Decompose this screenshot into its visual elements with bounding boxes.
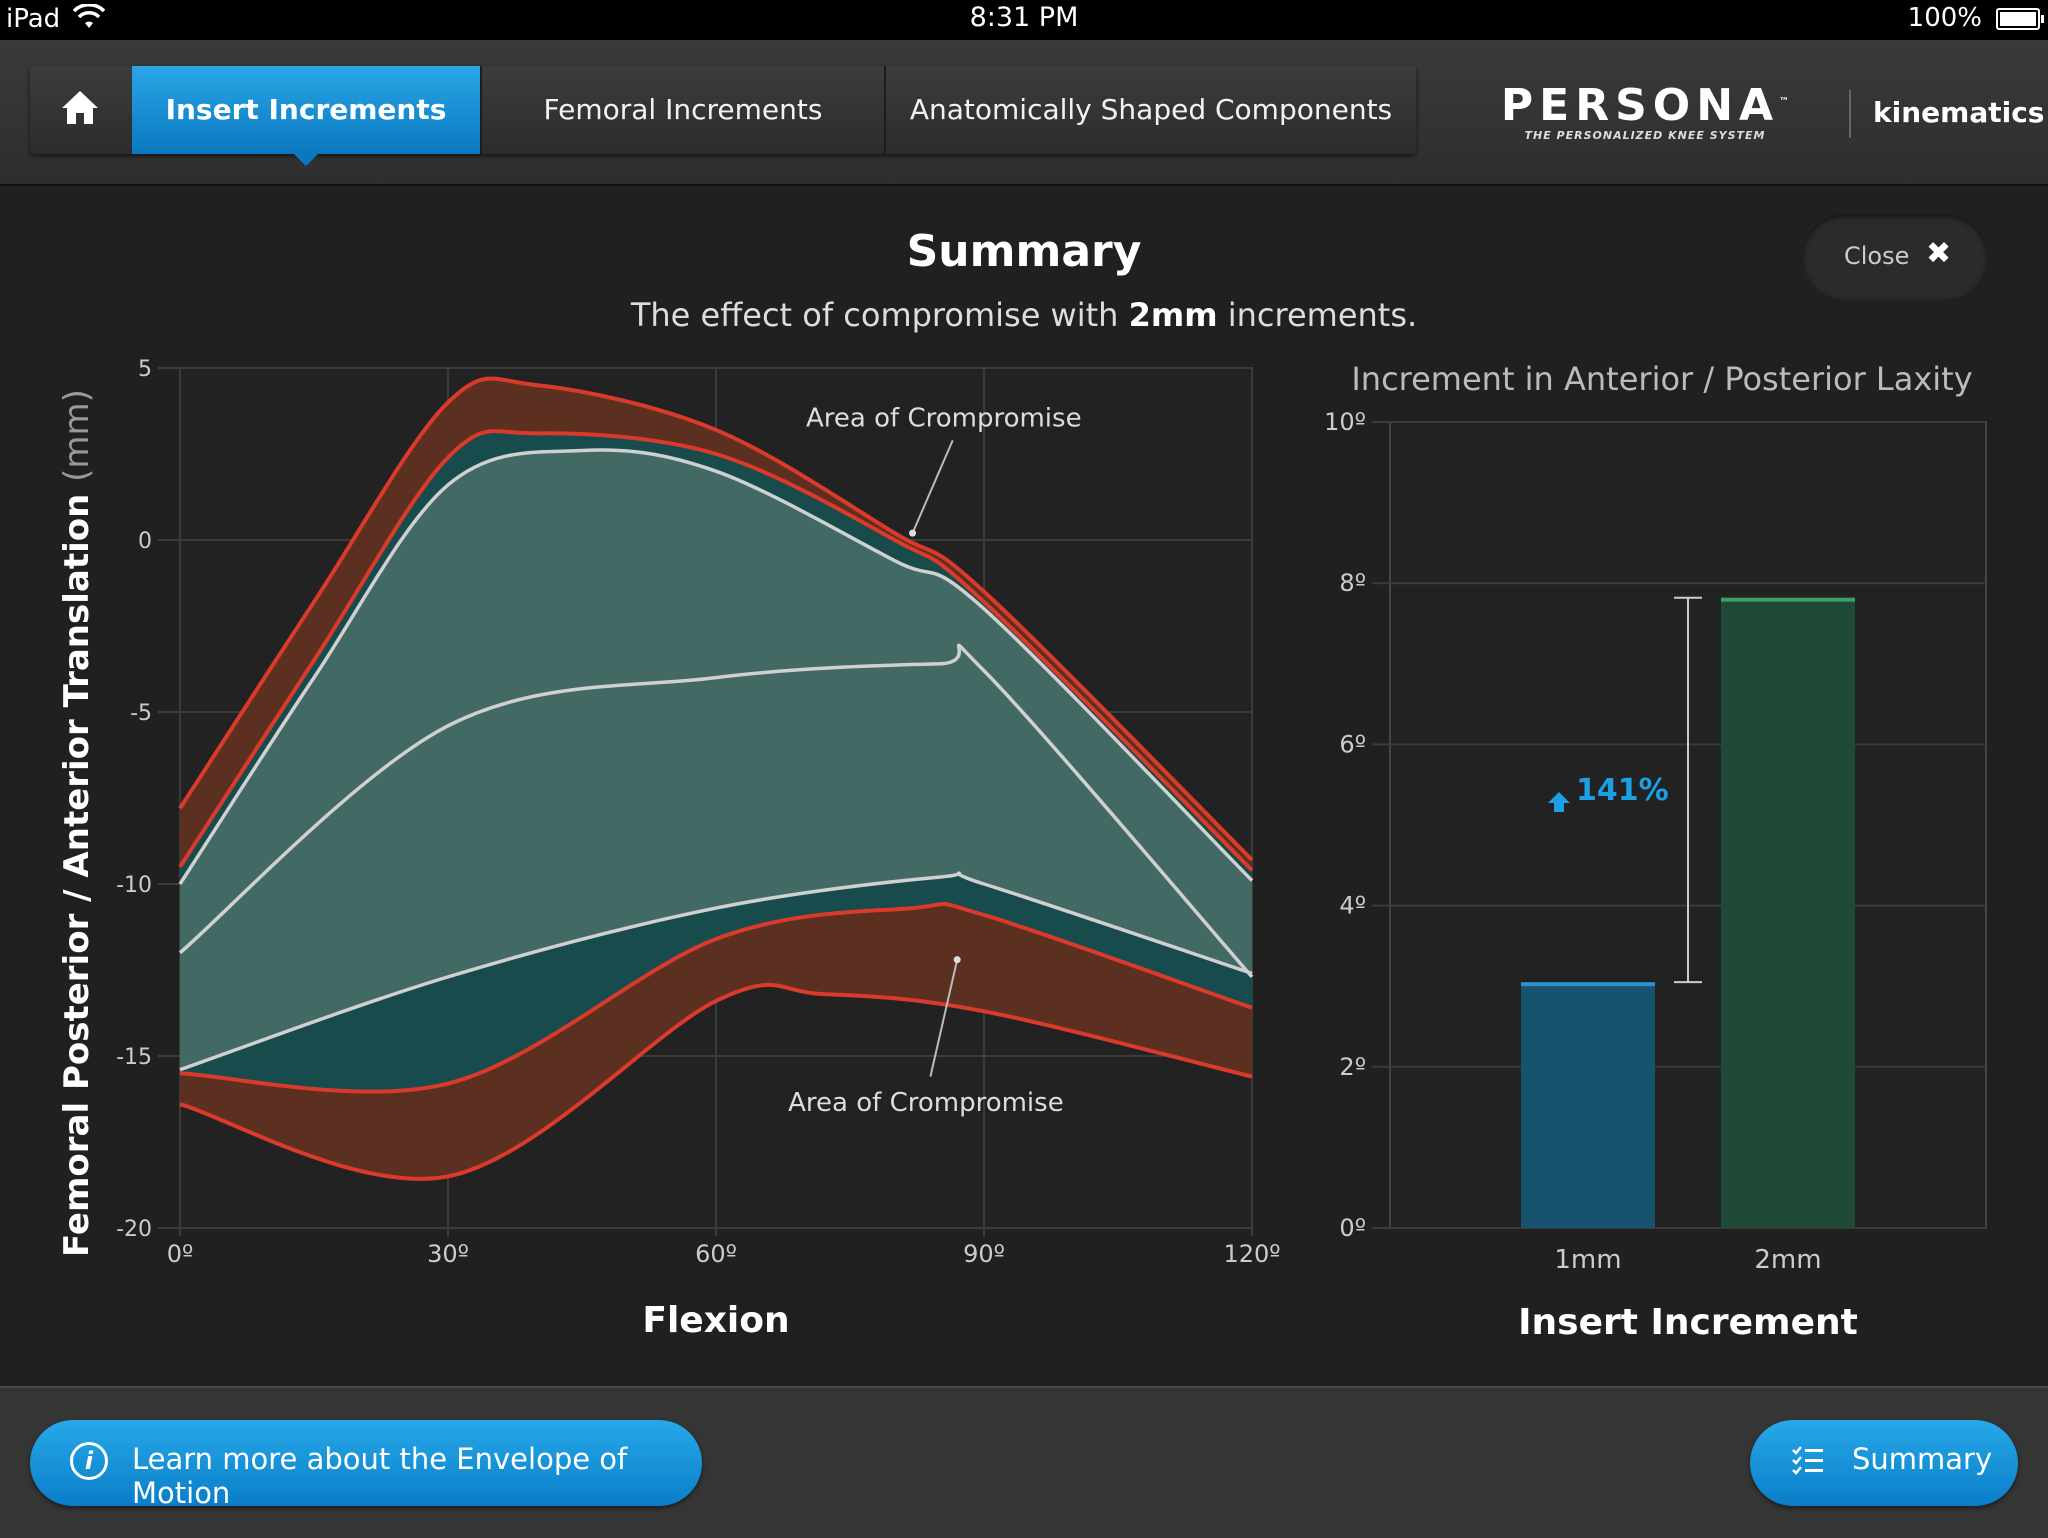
y-tick-label: 0 bbox=[138, 529, 152, 554]
bar-2mm bbox=[1721, 597, 1855, 1228]
y-axis-title-unit: (mm) bbox=[57, 389, 97, 482]
bar-x-axis-title: Insert Increment bbox=[1518, 1302, 1858, 1343]
bar-top-1mm bbox=[1521, 982, 1655, 987]
tab-bar: Insert Increments Femoral Increments Ana… bbox=[30, 66, 1416, 166]
y-axis-title: Femoral Posterior / Anterior Translation… bbox=[57, 389, 97, 1257]
increase-percent-label: 141% bbox=[1576, 773, 1669, 808]
bar-category-label: 2mm bbox=[1754, 1245, 1821, 1275]
y-tick-label: -15 bbox=[116, 1045, 152, 1070]
tab-femoral-increments[interactable]: Femoral Increments bbox=[482, 66, 886, 154]
wifi-icon bbox=[72, 4, 106, 28]
status-bar: iPad 8:31 PM 100% bbox=[0, 0, 2048, 40]
home-button[interactable] bbox=[30, 66, 134, 154]
close-label: Close bbox=[1844, 242, 1910, 270]
x-tick-label: 120º bbox=[1223, 1240, 1280, 1268]
bar-1mm bbox=[1521, 982, 1655, 1228]
battery-icon bbox=[1996, 8, 2044, 30]
device-label: iPad bbox=[6, 4, 61, 34]
x-axis-title: Flexion bbox=[642, 1300, 789, 1341]
y-axis-title-text: Femoral Posterior / Anterior Translation bbox=[57, 482, 97, 1257]
annotation-dot-upper bbox=[909, 529, 917, 537]
annotation-dot-lower bbox=[953, 956, 961, 964]
annotation-label-upper: Area of Crompromise bbox=[806, 403, 1082, 433]
bar-top-2mm bbox=[1721, 597, 1855, 602]
bar-y-tick-label: 10º bbox=[1324, 408, 1366, 436]
app-header: Insert Increments Femoral Increments Ana… bbox=[0, 40, 2048, 186]
close-button[interactable]: Close ✖ bbox=[1802, 214, 1988, 300]
x-tick-label: 90º bbox=[963, 1240, 1005, 1268]
bar-y-tick-label: 6º bbox=[1339, 730, 1366, 758]
series-line-outer-upper bbox=[178, 376, 1254, 862]
charts-area: 0º 30º 60º 90º 120º 5 0 -5 -10 -15 -20 Area of Crom… bbox=[57, 357, 1987, 1343]
brand-logo: PERSONA™ THE PERSONALIZED KNEE SYSTEM bbox=[1460, 80, 1830, 142]
increase-arrow-icon bbox=[1548, 792, 1570, 812]
page-subtitle: The effect of compromise with 2mm increm… bbox=[630, 296, 1418, 334]
annotation-leader-lower bbox=[929, 959, 959, 1077]
learn-more-label: Learn more about the Envelope of Motion bbox=[132, 1442, 628, 1510]
series-line-outer-lower bbox=[179, 982, 1253, 1181]
tab-anatomically-shaped-components[interactable]: Anatomically Shaped Components bbox=[909, 93, 1393, 126]
tab-insert-increments[interactable]: Insert Increments bbox=[132, 66, 482, 166]
battery-percent: 100% bbox=[1907, 3, 1982, 33]
bar-y-tick-label: 2º bbox=[1339, 1053, 1366, 1081]
x-tick-label: 30º bbox=[427, 1240, 469, 1268]
page-title: Summary bbox=[906, 226, 1142, 277]
series-line-mean bbox=[178, 643, 1254, 979]
learn-more-button[interactable]: i Learn more about the Envelope of Motio… bbox=[30, 1420, 702, 1510]
series-line-envelope-lower bbox=[179, 871, 1253, 1072]
brand-divider bbox=[1849, 90, 1851, 138]
brand-tagline: THE PERSONALIZED KNEE SYSTEM bbox=[1524, 129, 1766, 142]
translation-chart: 0º 30º 60º 90º 120º 5 0 -5 -10 -15 -20 Area of Crom… bbox=[57, 357, 1281, 1341]
envelope-of-motion-area bbox=[180, 450, 1252, 1070]
section-label: kinematics bbox=[1873, 96, 2045, 129]
summary-button[interactable]: Summary bbox=[1750, 1420, 2018, 1506]
series-line-envelope-upper bbox=[178, 448, 1254, 885]
bar-y-tick-label: 0º bbox=[1339, 1214, 1366, 1242]
y-tick-label: -10 bbox=[116, 873, 152, 898]
brand-name: PERSONA™ bbox=[1500, 80, 1790, 131]
bar-y-tick-label: 8º bbox=[1339, 569, 1366, 597]
annotation-label-lower: Area of Crompromise bbox=[788, 1088, 1064, 1118]
y-tick-label: -5 bbox=[130, 701, 152, 726]
info-icon: i bbox=[70, 1442, 108, 1480]
list-icon bbox=[1792, 1446, 1823, 1475]
bar-category-label: 1mm bbox=[1554, 1245, 1621, 1275]
x-tick-label: 0º bbox=[167, 1240, 194, 1268]
y-tick-label: -20 bbox=[116, 1217, 152, 1242]
summary-label: Summary bbox=[1852, 1442, 1993, 1476]
close-icon: ✖ bbox=[1926, 236, 1952, 271]
series-line-upper-boundary bbox=[178, 429, 1254, 872]
home-icon bbox=[62, 91, 98, 124]
x-tick-label: 60º bbox=[695, 1240, 737, 1268]
status-time: 8:31 PM bbox=[969, 2, 1079, 33]
lower-compromise-area bbox=[180, 903, 1252, 1179]
y-tick-label: 5 bbox=[138, 357, 152, 382]
annotation-leader-upper bbox=[911, 439, 954, 534]
series-line-lower-boundary bbox=[179, 901, 1253, 1094]
bar-chart-title: Increment in Anterior / Posterior Laxity bbox=[1351, 360, 1972, 398]
footer-bar: i Learn more about the Envelope of Motio… bbox=[0, 1386, 2048, 1538]
bar-y-tick-label: 4º bbox=[1339, 892, 1366, 920]
laxity-bar-chart: Increment in Anterior / Posterior Laxity… bbox=[1324, 360, 1987, 1343]
